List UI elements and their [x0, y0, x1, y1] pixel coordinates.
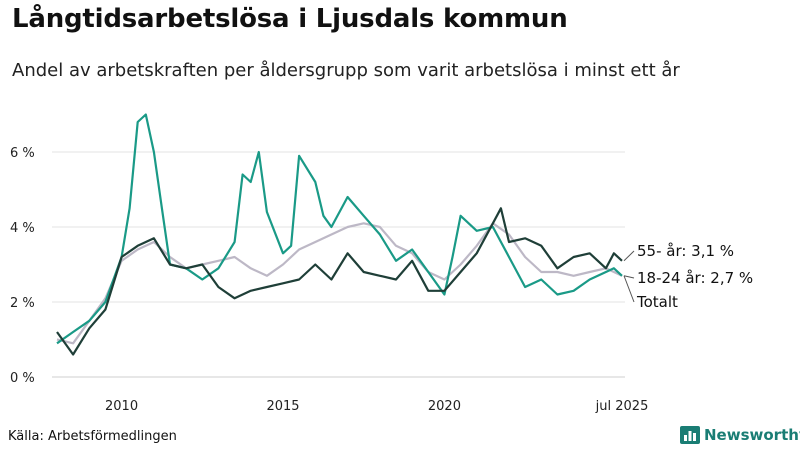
end-label-age_18_24: 18-24 år: 2,7 %: [637, 269, 753, 287]
x-tick-label: 2015: [266, 399, 299, 414]
bar-chart-icon: [680, 426, 700, 444]
series-line-total: [56, 222, 623, 345]
y-tick-label: 6 %: [10, 146, 35, 161]
y-tick-label: 4 %: [10, 221, 35, 236]
chart-title: Långtidsarbetslösa i Ljusdals kommun: [12, 4, 568, 34]
end-label-age_55: 55- år: 3,1 %: [637, 242, 734, 260]
series-line-age_55: [56, 207, 623, 356]
series-line-age_18_24: [56, 113, 623, 345]
brand-name: Newsworthy: [704, 426, 800, 444]
source-note: Källa: Arbetsförmedlingen: [8, 429, 177, 444]
x-axis: 2010 2015 2020 jul 2025: [105, 399, 648, 414]
x-tick-label: 2020: [428, 399, 461, 414]
end-labels: 18-24 år: 2,7 % 55- år: 3,1 % Totalt: [623, 242, 753, 311]
y-tick-label: 0 %: [10, 371, 35, 386]
y-axis: 0 % 2 % 4 % 6 %: [10, 146, 35, 386]
leader-line-age_18_24: [623, 275, 635, 279]
grid-lines: [52, 151, 625, 378]
chart-subtitle: Andel av arbetskraften per åldersgrupp s…: [12, 60, 680, 81]
leader-line-total: [623, 275, 635, 303]
brand-logo: Newsworthy: [680, 426, 800, 444]
end-label-total: Totalt: [636, 293, 678, 311]
x-tick-label: jul 2025: [595, 399, 649, 414]
y-tick-label: 2 %: [10, 296, 35, 311]
series-lines: [56, 113, 623, 356]
x-tick-label: 2010: [105, 399, 138, 414]
leader-line-age_55: [623, 250, 635, 262]
